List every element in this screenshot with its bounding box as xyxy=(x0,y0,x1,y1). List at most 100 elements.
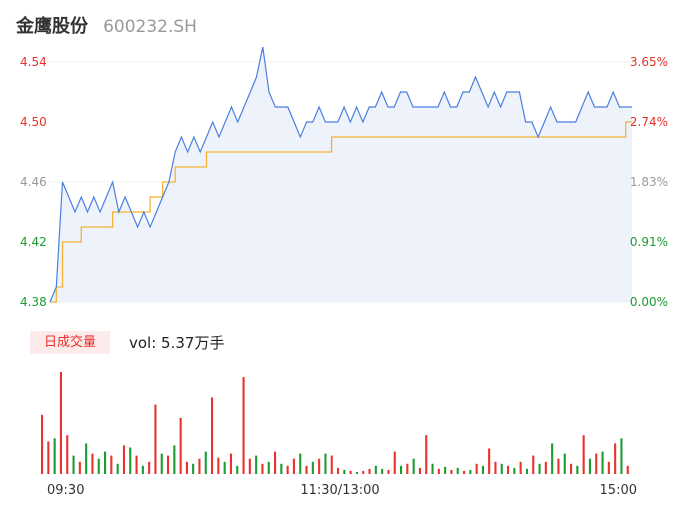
volume-summary: vol: 5.37万手 xyxy=(129,334,225,352)
y-tick-right: 2.74% xyxy=(630,115,668,129)
volume-bar xyxy=(418,467,421,474)
volume-bar xyxy=(507,465,510,474)
volume-bar xyxy=(173,445,176,474)
volume-bar xyxy=(387,469,390,474)
volume-tag: 日成交量 xyxy=(30,331,110,354)
volume-bars xyxy=(41,372,629,474)
volume-bar xyxy=(204,451,207,474)
volume-bar xyxy=(318,458,321,474)
volume-bar xyxy=(425,435,428,474)
volume-bar xyxy=(614,443,617,474)
volume-bar xyxy=(563,453,566,474)
volume-bar xyxy=(532,455,535,474)
y-tick-left: 4.46 xyxy=(20,175,47,189)
volume-bar xyxy=(450,469,453,474)
volume-bar xyxy=(330,455,333,474)
volume-bar xyxy=(557,458,560,474)
volume-bar xyxy=(513,467,516,474)
price-area-fill xyxy=(50,47,632,302)
volume-bar xyxy=(167,455,170,474)
volume-bar xyxy=(198,458,201,474)
volume-bar xyxy=(525,468,528,474)
volume-bar xyxy=(431,463,434,474)
y-tick-right: 0.00% xyxy=(630,295,668,309)
volume-bar xyxy=(135,455,138,474)
volume-bar xyxy=(337,467,340,474)
volume-bar xyxy=(299,453,302,474)
volume-bar xyxy=(343,469,346,474)
volume-bar xyxy=(211,397,214,474)
volume-bar xyxy=(626,465,629,474)
volume-bar xyxy=(538,463,541,474)
volume-bar xyxy=(620,438,623,474)
volume-bar xyxy=(355,472,358,474)
volume-bar xyxy=(185,461,188,474)
volume-bar xyxy=(129,447,132,474)
volume-bar xyxy=(72,455,75,474)
y-tick-right: 1.83% xyxy=(630,175,668,189)
y-tick-right: 0.91% xyxy=(630,235,668,249)
volume-bar xyxy=(53,438,56,474)
volume-bar xyxy=(97,458,100,474)
volume-bar xyxy=(412,458,415,474)
volume-bar xyxy=(400,465,403,474)
volume-bar xyxy=(229,453,232,474)
price-line xyxy=(49,46,632,303)
volume-bar xyxy=(274,451,277,474)
volume-bar xyxy=(66,435,69,474)
volume-bar xyxy=(85,443,88,474)
volume-bar xyxy=(437,468,440,474)
volume-bar xyxy=(286,465,289,474)
stock-header: 金鹰股份 600232.SH xyxy=(16,12,197,40)
volume-bar xyxy=(588,458,591,474)
volume-bar xyxy=(236,465,239,474)
volume-bar xyxy=(406,463,409,474)
volume-bar xyxy=(519,461,522,474)
volume-bar xyxy=(362,470,365,474)
volume-bar xyxy=(192,463,195,474)
volume-bar xyxy=(595,453,598,474)
volume-bar xyxy=(494,461,497,474)
volume-bar xyxy=(41,414,44,474)
volume-bar xyxy=(47,441,50,474)
volume-bar xyxy=(456,467,459,474)
volume-bar xyxy=(551,443,554,474)
volume-bar xyxy=(324,453,327,474)
volume-bar xyxy=(148,461,151,474)
volume-bar xyxy=(481,465,484,474)
x-tick-close: 15:00 xyxy=(600,483,637,498)
volume-bar xyxy=(469,469,472,474)
volume-bar xyxy=(374,465,377,474)
volume-bar xyxy=(393,451,396,474)
volume-bar xyxy=(305,465,308,474)
volume-bar xyxy=(116,463,119,474)
volume-bar xyxy=(463,470,466,474)
volume-bar xyxy=(292,458,295,474)
volume-bar xyxy=(122,445,125,474)
y-tick-left: 4.50 xyxy=(20,115,47,129)
volume-bar xyxy=(368,468,371,474)
volume-bar xyxy=(475,463,478,474)
volume-bar xyxy=(248,458,251,474)
y-tick-left: 4.38 xyxy=(20,295,47,309)
volume-bar xyxy=(261,463,264,474)
avg-price-line xyxy=(50,121,632,303)
volume-bar xyxy=(280,463,283,474)
volume-bar xyxy=(160,453,163,474)
x-tick-open: 09:30 xyxy=(47,483,84,498)
volume-bar xyxy=(141,465,144,474)
volume-bar xyxy=(179,417,182,474)
volume-bar xyxy=(607,461,610,474)
stock-name: 金鹰股份 xyxy=(16,16,88,37)
volume-bar xyxy=(381,468,384,474)
volume-bar xyxy=(349,470,352,474)
volume-bar xyxy=(544,461,547,474)
x-tick-midday: 11:30/13:00 xyxy=(300,483,379,498)
volume-bar xyxy=(104,451,107,474)
volume-bar xyxy=(217,457,220,474)
volume-bar xyxy=(78,461,81,474)
volume-bar xyxy=(576,465,579,474)
volume-bar xyxy=(59,372,62,474)
volume-bar xyxy=(91,453,94,474)
y-tick-left: 4.54 xyxy=(20,55,47,69)
